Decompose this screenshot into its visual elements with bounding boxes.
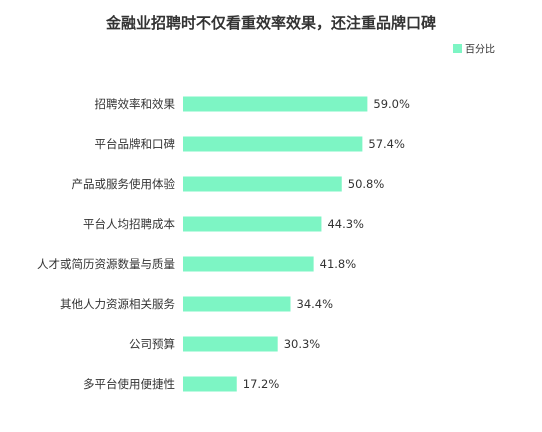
chart-title: 金融业招聘时不仅看重效率效果，还注重品牌口碑 (105, 14, 436, 32)
value-label: 17.2% (243, 377, 280, 391)
category-label: 平台品牌和口碑 (95, 137, 176, 151)
value-label: 30.3% (284, 337, 321, 351)
category-label: 公司预算 (129, 337, 175, 351)
category-label: 平台人均招聘成本 (83, 217, 175, 231)
value-label: 57.4% (368, 137, 405, 151)
category-label: 人才或简历资源数量与质量 (37, 257, 175, 271)
plot-area: 招聘效率和效果 59.0% 平台品牌和口碑 57.4% 产品或服务使用体验 50.8% 平台… (37, 96, 410, 392)
bar (183, 256, 314, 272)
bar (183, 376, 237, 392)
bar (183, 136, 363, 152)
value-label: 44.3% (327, 217, 364, 231)
category-label: 产品或服务使用体验 (72, 177, 176, 191)
legend-label: 百分比 (465, 44, 495, 56)
legend: 百分比 (453, 44, 495, 56)
value-label: 34.4% (297, 297, 334, 311)
category-label: 多平台使用便捷性 (83, 377, 175, 391)
bar (183, 96, 368, 112)
value-label: 59.0% (373, 97, 410, 111)
legend-swatch (453, 44, 462, 53)
bar (183, 176, 342, 192)
value-label: 50.8% (348, 177, 385, 191)
category-label: 其他人力资源相关服务 (60, 297, 175, 311)
value-label: 41.8% (320, 257, 357, 271)
bar (183, 296, 291, 312)
bar (183, 336, 278, 352)
bar (183, 216, 322, 232)
category-label: 招聘效率和效果 (95, 97, 176, 111)
